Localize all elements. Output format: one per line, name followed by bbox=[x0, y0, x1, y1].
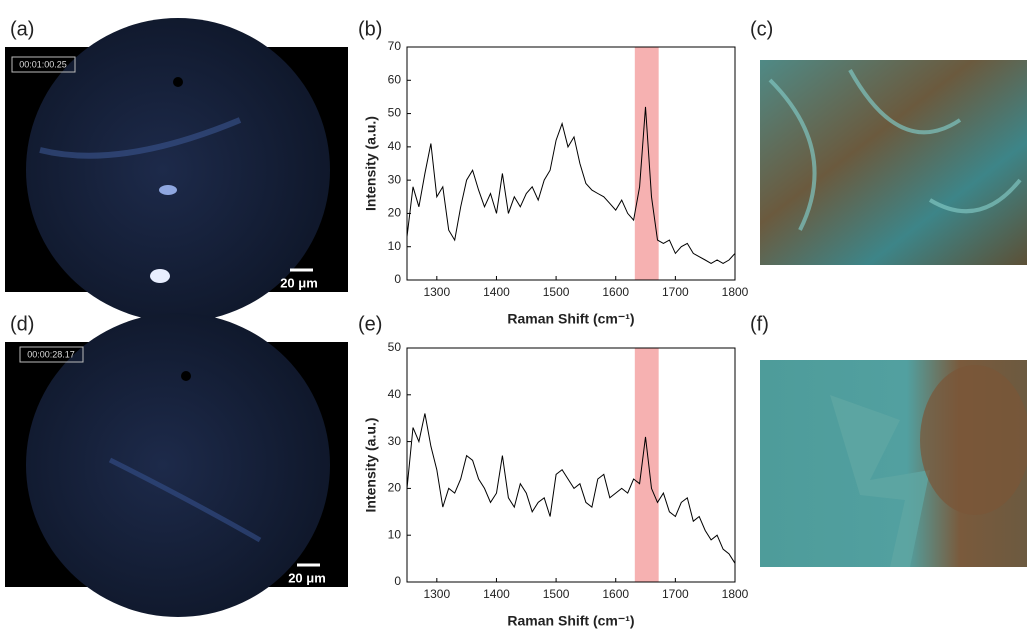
x-tick-label: 1500 bbox=[543, 587, 570, 601]
spectrum-line bbox=[406, 413, 736, 564]
timestamp: 00:01:00.25 bbox=[19, 59, 67, 69]
y-tick-label: 10 bbox=[388, 527, 402, 541]
plot-frame bbox=[406, 347, 736, 583]
x-tick-label: 1700 bbox=[662, 285, 689, 299]
y-tick-label: 0 bbox=[394, 574, 401, 588]
y-tick-label: 70 bbox=[388, 39, 402, 53]
y-tick-label: 50 bbox=[388, 340, 402, 354]
y-tick-label: 20 bbox=[388, 206, 402, 220]
plot-frame bbox=[406, 46, 736, 281]
x-axis-label: Raman Shift (cm⁻¹) bbox=[507, 311, 634, 327]
timestamp: 00:00:28.17 bbox=[27, 349, 75, 359]
scale-bar-label: 20 μm bbox=[280, 275, 318, 290]
y-tick-label: 30 bbox=[388, 172, 402, 186]
panel-label: (a) bbox=[10, 18, 34, 40]
y-tick-label: 40 bbox=[388, 139, 402, 153]
y-tick-label: 0 bbox=[394, 272, 401, 286]
scale-bar-label: 20 μm bbox=[288, 570, 326, 585]
panel-label: (d) bbox=[10, 313, 34, 335]
x-tick-label: 1500 bbox=[543, 285, 570, 299]
x-tick-label: 1400 bbox=[483, 285, 510, 299]
x-axis-label: Raman Shift (cm⁻¹) bbox=[507, 613, 634, 629]
x-tick-label: 1400 bbox=[483, 587, 510, 601]
y-tick-label: 10 bbox=[388, 239, 402, 253]
spectrum-line bbox=[406, 106, 736, 264]
x-tick-label: 1800 bbox=[722, 285, 749, 299]
x-tick-label: 1700 bbox=[662, 587, 689, 601]
y-axis-label: Intensity (a.u.) bbox=[363, 116, 379, 211]
highlight-band bbox=[634, 47, 659, 280]
panel-label: (f) bbox=[750, 313, 769, 335]
panel-label: (e) bbox=[358, 313, 382, 335]
y-tick-label: 40 bbox=[388, 387, 402, 401]
y-tick-label: 20 bbox=[388, 481, 402, 495]
y-axis-label: Intensity (a.u.) bbox=[363, 418, 379, 513]
panel-label: (c) bbox=[750, 18, 773, 40]
x-tick-label: 1600 bbox=[602, 285, 629, 299]
microscopy-image bbox=[5, 313, 348, 617]
microscopy-image bbox=[5, 18, 348, 322]
y-tick-label: 60 bbox=[388, 72, 402, 86]
x-tick-label: 1800 bbox=[722, 587, 749, 601]
y-tick-label: 30 bbox=[388, 434, 402, 448]
y-tick-label: 50 bbox=[388, 106, 402, 120]
x-tick-label: 1300 bbox=[423, 285, 450, 299]
x-tick-label: 1300 bbox=[423, 587, 450, 601]
highlight-band bbox=[634, 348, 659, 582]
x-tick-label: 1600 bbox=[602, 587, 629, 601]
tissue-image bbox=[760, 360, 1027, 567]
panel-label: (b) bbox=[358, 18, 382, 40]
tissue-image bbox=[760, 60, 1027, 265]
